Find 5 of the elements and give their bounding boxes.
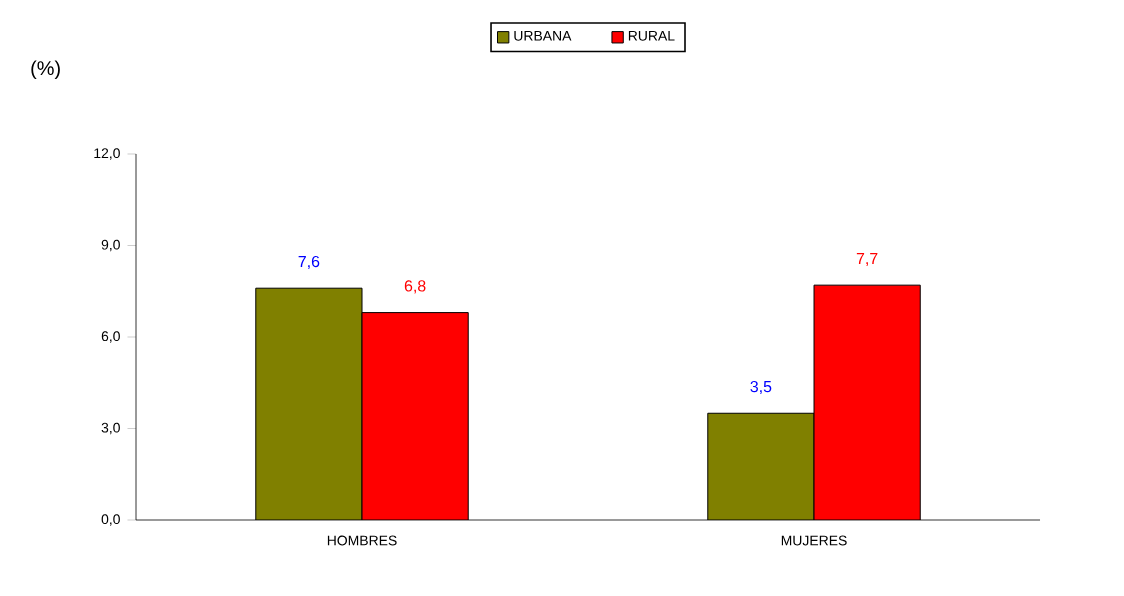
bar (813, 284, 921, 520)
bar (707, 412, 815, 520)
bar (255, 288, 363, 520)
bar (362, 312, 469, 520)
y-axis-title: (%) (31, 60, 60, 80)
